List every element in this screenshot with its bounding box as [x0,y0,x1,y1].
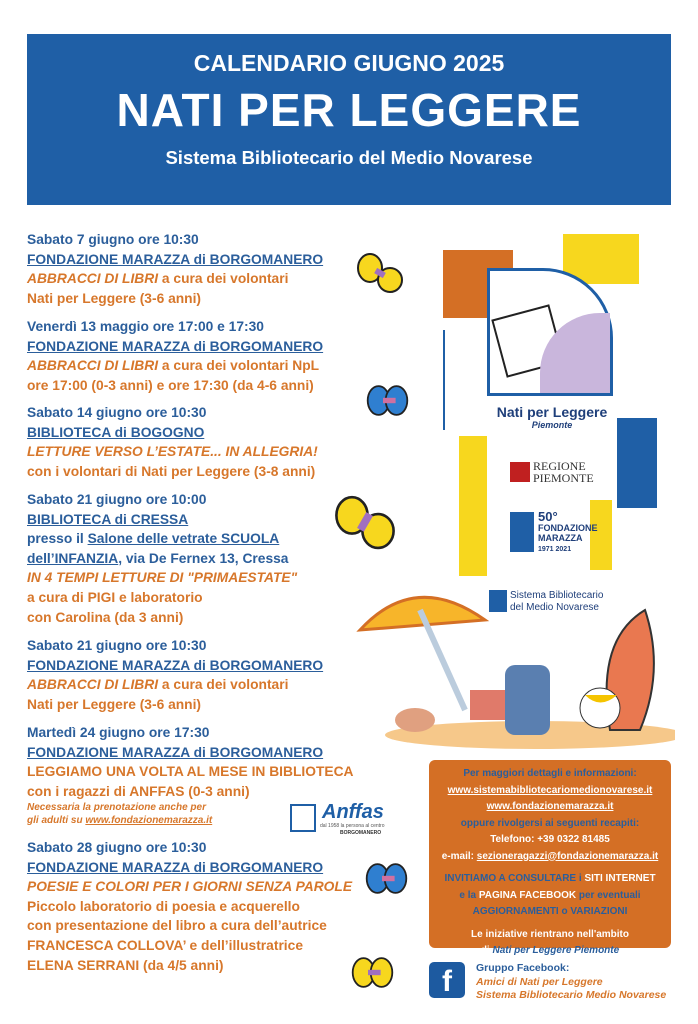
event-text: Nati per Leggere (3-6 anni) [27,696,202,712]
event-venue[interactable]: Salone delle vetrate SCUOLA [87,531,280,547]
event-text: FRANCESCA COLLOVA’ e dell’illustratrice [27,937,303,953]
facebook-icon[interactable]: f [429,962,465,998]
event-address: , via De Fernex 13, Cressa [118,550,289,566]
event-date: Sabato 21 giugno ore 10:30 [27,638,207,653]
facebook-title: Gruppo Facebook: [476,962,570,974]
info-text: di [480,945,493,956]
event-text: Piccolo laboratorio di poesia e acquerel… [27,898,300,914]
info-text: AGGIORNAMENTI o VARIAZIONI [472,906,628,917]
email-label: e-mail: [441,850,477,862]
site-link[interactable]: www.fondazionemarazza.it [486,801,614,812]
event-3: Sabato 14 giugno ore 10:30 BIBLIOTECA di… [27,403,318,481]
note-link[interactable]: www.fondazionemarazza.it [85,815,213,827]
event-place[interactable]: FONDAZIONE MARAZZA di BORGOMANERO [27,744,324,760]
facebook-group-link[interactable]: Sistema Bibliotecario Medio Novarese [476,989,667,1001]
event-2: Venerdì 13 maggio ore 17:00 e 17:30 FOND… [27,317,323,395]
event-text: a cura di PIGI e laboratorio [27,589,203,605]
info-text: SITI INTERNET [584,873,656,884]
event-text: a cura dei volontari NpL [158,358,320,374]
beach-illustration [356,595,675,749]
info-text: PAGINA FACEBOOK [478,889,577,901]
event-text: con Carolina (da 3 anni) [27,609,184,625]
decor-bar [617,418,657,508]
npl-logo: Nati per Leggere Piemonte [496,404,608,430]
event-date: Martedì 24 giugno ore 17:30 [27,725,210,740]
event-title: ABBRACCI DI LIBRI [27,677,159,693]
header-org: Sistema Bibliotecario del Medio Novarese [165,147,533,168]
event-date: Sabato 21 giugno ore 10:00 [27,492,207,507]
decor-bar [590,500,612,570]
event-text: ore 17:00 (0-3 anni) e ore 17:30 (da 4-6… [27,377,314,393]
event-date: Sabato 7 giugno ore 10:30 [27,232,199,247]
event-title: ABBRACCI DI LIBRI [27,358,159,374]
header-subtitle: CALENDARIO GIUGNO 2025 [193,50,505,76]
event-title: ABBRACCI DI LIBRI [27,271,159,287]
event-place[interactable]: FONDAZIONE MARAZZA di BORGOMANERO [27,657,324,673]
event-place[interactable]: BIBLIOTECA di BOGOGNO [27,424,205,440]
info-text: e la [459,889,479,901]
info-text: Le iniziative rientrano nell'ambito [471,928,629,940]
butterfly-icon [335,495,395,550]
page-title: NATI PER LEGGERE [116,84,582,136]
facebook-group: Gruppo Facebook: Amici di Nati per Legge… [476,962,666,1003]
event-date: Venerdì 13 maggio ore 17:00 e 17:30 [27,319,264,334]
info-text: per eventuali [576,889,641,901]
info-text: oppure rivolgersi ai seguenti recapiti: [460,817,640,829]
event-text: presso il [27,531,88,547]
butterfly-icon [365,863,408,894]
email-link[interactable]: sezioneragazzi@fondazionemarazza.it [476,850,659,862]
event-title: POESIE E COLORI PER I GIORNI SENZA PAROL… [27,879,353,895]
fondazione-marazza-logo: 50° FONDAZIONE MARAZZA 1971 2021 [510,510,598,555]
sbmn-logo: Sistema Bibliotecario del Medio Novarese [489,590,603,614]
event-text: a cura dei volontari [158,271,289,287]
info-text: Per maggiori dettagli e informazioni: [463,768,637,779]
regione-piemonte-logo: REGIONE PIEMONTE [510,460,594,484]
event-text: con presentazione del libro a cura dell’… [27,918,327,934]
event-6: Martedì 24 giugno ore 17:30 FONDAZIONE M… [27,723,354,827]
butterfly-icon [366,385,409,416]
event-text: a cura dei volontari [158,677,289,693]
event-text: ELENA SERRANI (da 4/5 anni) [27,957,224,973]
npl-illustration [487,268,613,396]
event-4: Sabato 21 giugno ore 10:00 BIBLIOTECA di… [27,490,297,627]
info-text: Nati per Leggere Piemonte [492,945,620,956]
info-text: INVITIAMO A CONSULTARE i [444,873,585,884]
decor-bar [459,436,487,576]
event-title: IN 4 TEMPI LETTURE DI "PRIMAESTATE" [27,570,298,586]
anffas-logo: Anffas dal 1958 la persona al centro BOR… [290,801,410,837]
event-place[interactable]: FONDAZIONE MARAZZA di BORGOMANERO [27,251,324,267]
decor-line [443,330,445,430]
butterfly-icon [351,957,394,988]
event-date: Sabato 28 giugno ore 10:30 [27,840,207,855]
event-text: con i volontari di Nati per Leggere (3-8… [27,463,316,479]
event-date: Sabato 14 giugno ore 10:30 [27,405,207,420]
event-1: Sabato 7 giugno ore 10:30 FONDAZIONE MAR… [27,230,323,308]
header-banner: CALENDARIO GIUGNO 2025 NATI PER LEGGERE … [27,34,671,205]
event-text: Nati per Leggere (3-6 anni) [27,290,202,306]
event-place[interactable]: BIBLIOTECA di CRESSA [27,511,189,527]
event-place[interactable]: FONDAZIONE MARAZZA di BORGOMANERO [27,859,324,875]
butterfly-icon [357,253,403,293]
phone: Telefono: +39 0322 81485 [490,834,610,845]
event-place[interactable]: FONDAZIONE MARAZZA di BORGOMANERO [27,338,324,354]
event-venue[interactable]: dell’INFANZIA [27,550,119,566]
event-note: Necessaria la prenotazione anche per [27,802,206,814]
event-text: con i ragazzi di ANFFAS (0-3 anni) [27,783,250,799]
info-box: Per maggiori dettagli e informazioni: ww… [429,760,671,956]
event-7: Sabato 28 giugno ore 10:30 FONDAZIONE MA… [27,838,352,975]
event-title: LEGGIAMO UNA VOLTA AL MESE IN BIBLIOTECA [27,764,354,780]
event-note: gli adulti su [27,815,86,827]
event-5: Sabato 21 giugno ore 10:30 FONDAZIONE MA… [27,636,323,714]
event-title: LETTURE VERSO L’ESTATE... IN ALLEGRIA! [27,444,318,460]
facebook-group-link[interactable]: Amici di Nati per Leggere [476,975,603,988]
site-link[interactable]: www.sistemabibliotecariomedionovarese.it [447,784,653,796]
